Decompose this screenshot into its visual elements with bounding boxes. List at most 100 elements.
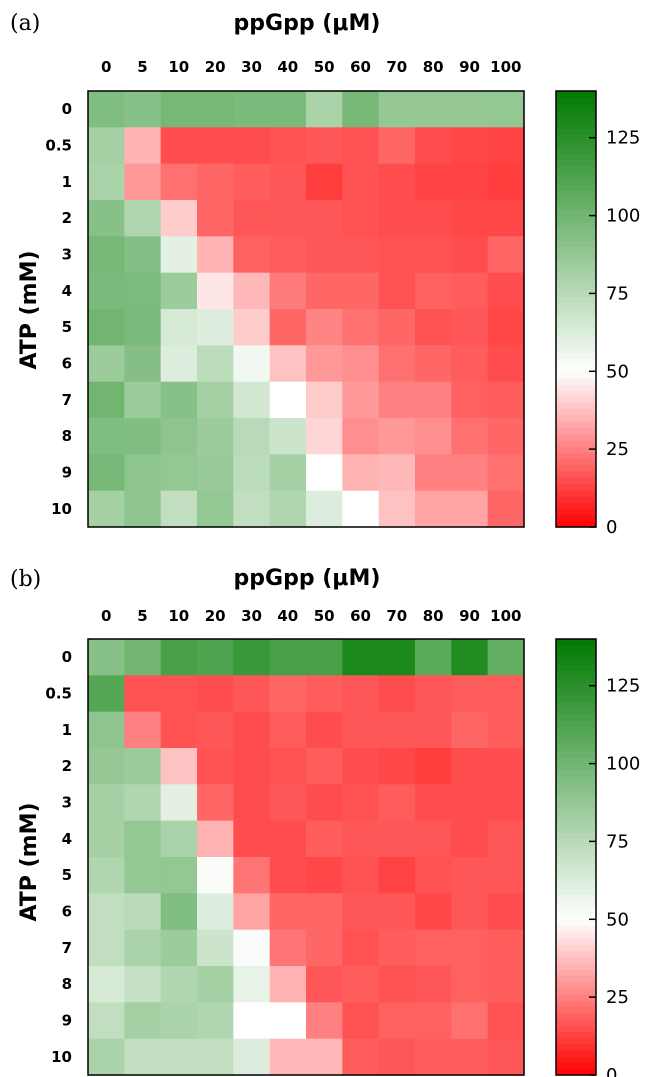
colorbar-segment	[556, 327, 596, 335]
heatmap-cell	[160, 381, 198, 419]
heatmap-cell	[415, 784, 452, 822]
heatmap-cell	[378, 418, 416, 455]
heatmap-cell	[378, 272, 416, 310]
heatmap-cell	[487, 675, 525, 713]
heatmap-cell	[415, 345, 452, 383]
colorbar-segment	[556, 290, 596, 298]
heatmap-cell	[197, 381, 234, 419]
heatmap-cell	[306, 1038, 343, 1076]
x-tick-label: 20	[205, 58, 226, 76]
heatmap-cell	[451, 236, 489, 274]
heatmap-cell	[233, 236, 271, 274]
x-tick-labels-b: 0 5 10 20 30 40 50 60 70 80 90 100	[101, 607, 521, 625]
heatmap-cell	[160, 236, 198, 274]
x-tick-label: 10	[168, 58, 189, 76]
heatmap-cell	[487, 857, 525, 894]
heatmap-cell	[415, 236, 452, 274]
heatmap-cell	[88, 857, 125, 894]
heatmap-cell	[197, 1002, 234, 1040]
colorbar-segment	[556, 838, 596, 846]
heatmap-cell	[269, 639, 307, 676]
colorbar-segment	[556, 707, 596, 715]
heatmap-cell	[197, 675, 234, 713]
colorbar-segment	[556, 140, 596, 148]
colorbar-segment	[556, 1006, 596, 1014]
colorbar-segment	[556, 744, 596, 752]
colorbar-segment	[556, 875, 596, 883]
heatmap-cell	[342, 639, 380, 676]
heatmap-cell	[269, 1038, 307, 1076]
colorbar-segment	[556, 825, 596, 833]
heatmap-cell	[415, 1002, 452, 1040]
x-tick-label: 60	[350, 607, 371, 625]
colorbar-segment	[556, 396, 596, 404]
colorbar-segment	[556, 850, 596, 858]
heatmap-cell	[415, 639, 452, 676]
colorbar-segment	[556, 1000, 596, 1008]
colorbar-segment	[556, 769, 596, 777]
heatmap-cell	[124, 820, 162, 858]
colorbar-segment	[556, 408, 596, 416]
colorbar-segment	[556, 794, 596, 802]
colorbar-segment	[556, 919, 596, 927]
heatmap-cell	[160, 857, 198, 894]
heatmap-cell	[233, 490, 271, 528]
heatmap-cell	[451, 711, 489, 749]
colorbar-segment	[556, 383, 596, 391]
colorbar-segment	[556, 956, 596, 964]
heatmap-cell	[269, 200, 307, 237]
heatmap-cell	[124, 127, 162, 165]
y-tick-label: 2	[62, 209, 72, 227]
colorbar-segment	[556, 969, 596, 976]
colorbar-segment	[556, 203, 596, 210]
heatmap-cell	[233, 966, 271, 1003]
heatmap-cell	[233, 345, 271, 383]
heatmap-cell	[451, 381, 489, 419]
heatmap-panel-b: (b) ppGpp (μM) ATP (mM) 0 5 10 20 30 40 50 60 70…	[10, 566, 640, 1077]
x-tick-label: 50	[314, 58, 335, 76]
heatmap-cell	[124, 309, 162, 346]
colorbar-segment	[556, 321, 596, 329]
heatmap-cell	[88, 711, 125, 749]
colorbar-segment	[556, 751, 596, 758]
colorbar-segment	[556, 421, 596, 428]
heatmap-cell	[160, 784, 198, 822]
heatmap-cell	[487, 784, 525, 822]
heatmap-cell	[88, 381, 125, 419]
heatmap-cell	[88, 1002, 125, 1040]
colorbar-segment	[556, 819, 596, 827]
colorbar-segment	[556, 452, 596, 460]
x-tick-label: 30	[241, 607, 262, 625]
x-tick-label: 90	[459, 607, 480, 625]
heatmap-cell	[197, 711, 234, 749]
heatmap-cell	[342, 200, 380, 237]
colorbar-segment	[556, 502, 596, 509]
colorbar-segment	[556, 657, 596, 665]
heatmap-cell	[487, 1002, 525, 1040]
heatmap-cell	[160, 127, 198, 165]
colorbar-segment	[556, 508, 596, 516]
colorbar-segment	[556, 1056, 596, 1064]
heatmap-cell	[378, 966, 416, 1003]
heatmap-cell	[88, 200, 125, 237]
x-tick-label: 0	[101, 607, 111, 625]
heatmap-cell	[197, 163, 234, 201]
heatmap-cell	[124, 200, 162, 237]
heatmap-cell	[342, 857, 380, 894]
heatmap-cell	[415, 200, 452, 237]
heatmap-cell	[269, 711, 307, 749]
heatmap-cells-a	[88, 91, 525, 528]
heatmap-cell	[415, 929, 452, 967]
colorbar-segment	[556, 844, 596, 852]
y-tick-label: 0.5	[45, 685, 72, 703]
heatmap-cell	[487, 127, 525, 165]
heatmap-cell	[306, 163, 343, 201]
colorbar-segment	[556, 738, 596, 746]
heatmap-frame-a	[87, 90, 525, 528]
heatmap-cell	[160, 309, 198, 346]
colorbar-segment	[556, 894, 596, 902]
heatmap-cell	[269, 857, 307, 894]
heatmap-cell	[415, 272, 452, 310]
heatmap-cell	[487, 272, 525, 310]
colorbar-segment	[556, 178, 596, 186]
